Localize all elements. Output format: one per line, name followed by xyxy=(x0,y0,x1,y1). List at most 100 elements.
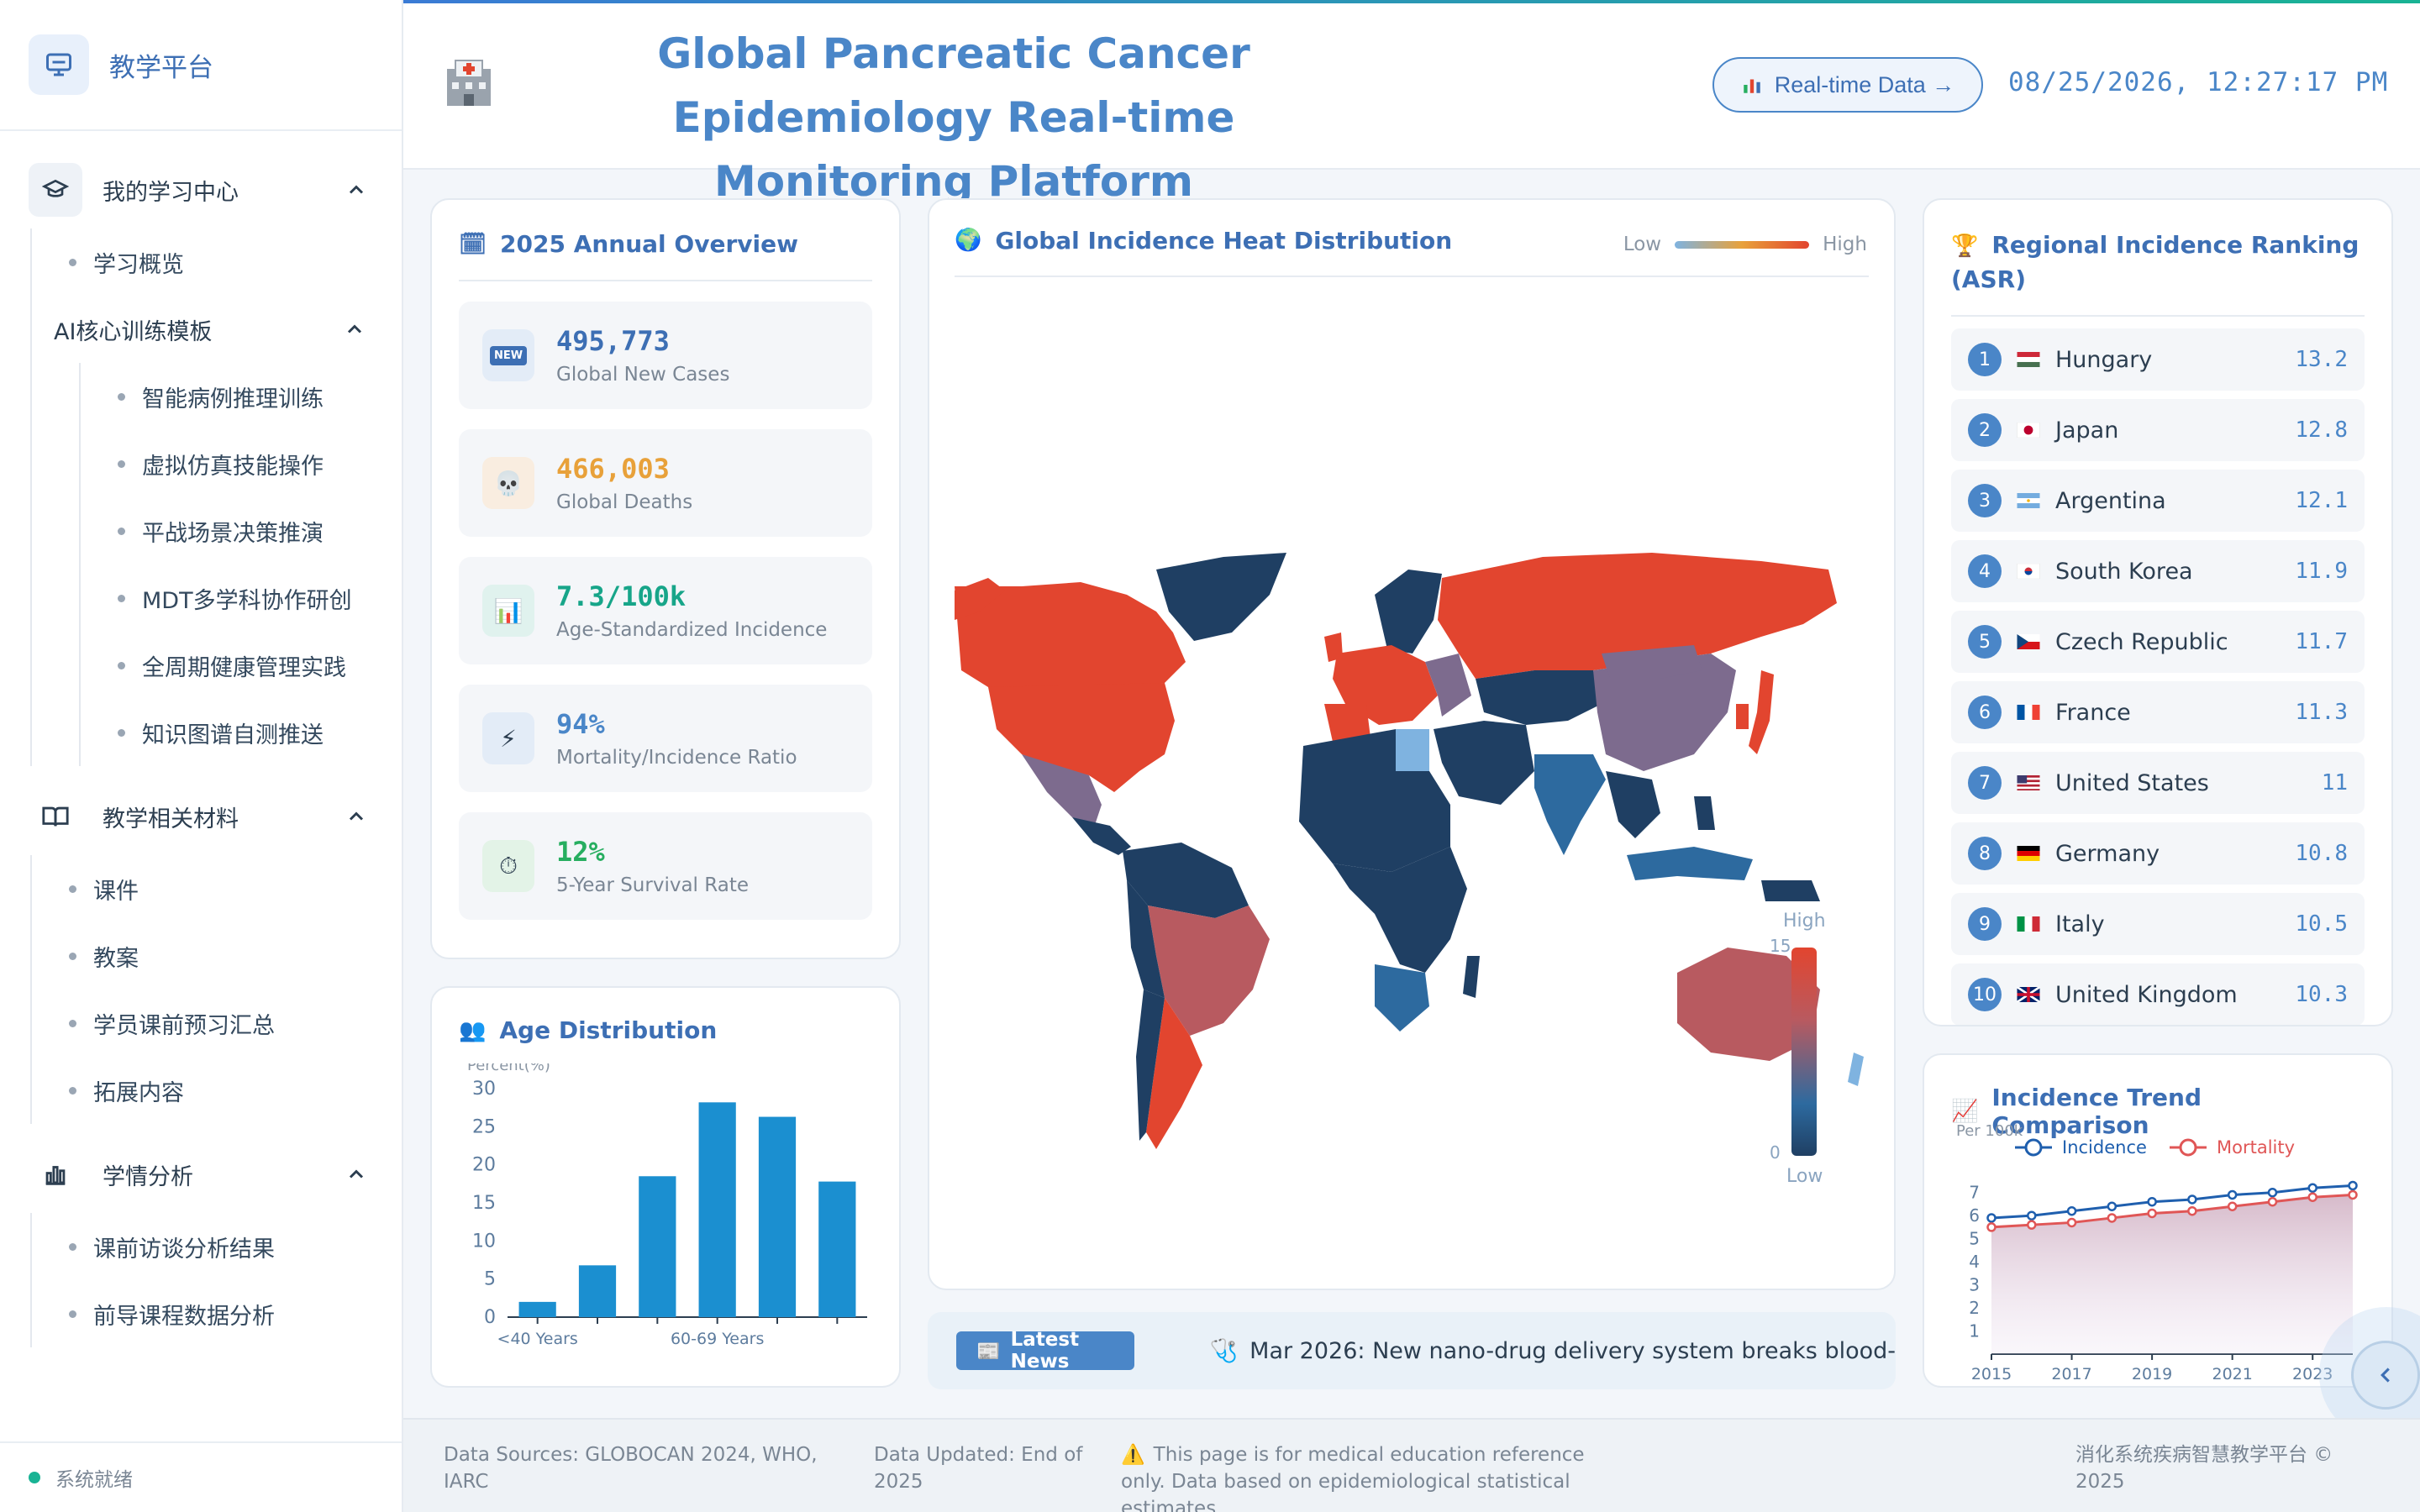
nav-item-course-data-analysis[interactable]: 前导课程数据分析 xyxy=(32,1280,402,1347)
nav-item-label: 教案 xyxy=(93,945,139,972)
data-point xyxy=(2348,1180,2358,1191)
map-region-korea[interactable] xyxy=(1736,704,1749,729)
nav-item-interview-analysis[interactable]: 课前访谈分析结果 xyxy=(32,1213,402,1280)
data-point xyxy=(2267,1196,2278,1207)
ranking-row[interactable]: 1 Hungary 13.2 xyxy=(1951,328,2365,391)
ranking-row[interactable]: 7 United States 11 xyxy=(1951,752,2365,814)
rank-value: 12.1 xyxy=(2295,488,2348,513)
collapse-panel-button[interactable] xyxy=(2351,1341,2420,1410)
x-tick-label: 2017 xyxy=(2051,1365,2091,1383)
map-region-brazil[interactable] xyxy=(1148,906,1270,1036)
nav-group-analysis[interactable]: 学情分析 xyxy=(0,1136,402,1213)
map-region-middle-east[interactable] xyxy=(1434,721,1534,805)
nav-item-lesson-plan[interactable]: 教案 xyxy=(32,922,402,990)
nav-item-case-reasoning[interactable]: 智能病例推理训练 xyxy=(81,363,402,430)
world-map[interactable] xyxy=(955,301,1870,1225)
map-region-usa[interactable] xyxy=(988,683,1175,792)
stat-value: 7.3/100k xyxy=(556,580,687,612)
nav-item-label: 虚拟仿真技能操作 xyxy=(142,453,324,480)
news-headline[interactable]: 🩺 Mar 2026: New nano-drug delivery system… xyxy=(1210,1337,1896,1364)
map-region-eastern-europe[interactable] xyxy=(1425,654,1471,717)
nav-item-learning-overview[interactable]: 学习概览 xyxy=(32,228,402,296)
chevron-up-icon[interactable] xyxy=(345,178,368,202)
map-region-africa-north[interactable] xyxy=(1299,729,1450,872)
map-region-central-asia[interactable] xyxy=(1476,670,1602,725)
nav-item-virtual-simulation[interactable]: 虚拟仿真技能操作 xyxy=(81,430,402,497)
ranking-row[interactable]: 9 Italy 10.5 xyxy=(1951,893,2365,955)
map-region-south-america-north[interactable] xyxy=(1123,843,1249,918)
ranking-row[interactable]: 3 Argentina 12.1 xyxy=(1951,470,2365,532)
card-title: Regional Incidence Ranking (ASR) xyxy=(1951,231,2360,293)
nav-item-extended-content[interactable]: 拓展内容 xyxy=(32,1057,402,1124)
map-region-central-america[interactable] xyxy=(1072,817,1131,855)
map-region-china[interactable] xyxy=(1593,654,1736,771)
map-region-mexico[interactable] xyxy=(1022,754,1102,830)
map-region-egypt[interactable] xyxy=(1396,729,1429,771)
map-region-peru[interactable] xyxy=(1127,880,1165,998)
map-scale-bar[interactable] xyxy=(1791,948,1817,1156)
chart-increasing-icon: 📈 xyxy=(1951,1099,1979,1124)
ranking-row[interactable]: 10 United Kingdom 10.3 xyxy=(1951,963,2365,1025)
map-region-south-africa[interactable] xyxy=(1375,964,1429,1032)
skull-icon: 💀 xyxy=(482,457,534,509)
stat-asr: 📊 7.3/100k Age-Standardized Incidence xyxy=(459,557,872,664)
chevron-up-icon[interactable] xyxy=(345,805,368,828)
realtime-data-button[interactable]: Real-time Data → xyxy=(1712,57,1983,113)
legend-label: Incidence xyxy=(2062,1137,2147,1158)
usa-flag-icon xyxy=(2017,775,2040,790)
map-region-india[interactable] xyxy=(1534,754,1606,855)
news-ticker[interactable]: 📰 Latest News 🩺 Mar 2026: New nano-drug d… xyxy=(928,1312,1896,1389)
italy-flag-icon xyxy=(2017,916,2040,932)
rank-value: 10.5 xyxy=(2295,911,2348,937)
ranking-row[interactable]: 4 South Korea 11.9 xyxy=(1951,540,2365,602)
map-region-russia[interactable] xyxy=(1438,553,1837,679)
book-icon xyxy=(29,790,82,843)
datetime-display: 08/25/2026, 12:27:17 PM xyxy=(2008,67,2389,97)
nav-item-health-management[interactable]: 全周期健康管理实践 xyxy=(81,632,402,699)
map-region-new-zealand[interactable] xyxy=(1848,1053,1864,1086)
chevron-up-icon[interactable] xyxy=(343,318,366,341)
nav-group-title: 我的学习中心 xyxy=(103,179,239,206)
nav-item-label: MDT多学科协作研创 xyxy=(142,587,352,614)
map-region-scandinavia[interactable] xyxy=(1375,570,1442,654)
chevron-up-icon[interactable] xyxy=(345,1163,368,1186)
map-region-canada[interactable] xyxy=(955,582,1186,687)
ranking-list[interactable]: 1 Hungary 13.2 2 Japan 12.8 3 Argentina 12.… xyxy=(1951,328,2365,1025)
brand-title: 教学平台 xyxy=(109,52,213,83)
nav-item-label: 课前访谈分析结果 xyxy=(93,1236,275,1263)
ranking-row[interactable]: 2 Japan 12.8 xyxy=(1951,399,2365,461)
rank-value: 11.3 xyxy=(2295,700,2348,725)
x-tick-label: 2023 xyxy=(2292,1365,2333,1383)
nav-item-preview-summary[interactable]: 学员课前预习汇总 xyxy=(32,990,402,1057)
map-region-africa-central[interactable] xyxy=(1333,847,1467,973)
map-region-chile[interactable] xyxy=(1136,990,1165,1141)
map-region-madagascar[interactable] xyxy=(1463,956,1480,998)
map-region-southeast-asia[interactable] xyxy=(1606,771,1660,838)
nav-item-mdt[interactable]: MDT多学科协作研创 xyxy=(81,564,402,632)
map-region-greenland[interactable] xyxy=(1156,553,1286,641)
brand[interactable]: 教学平台 xyxy=(0,0,402,131)
map-region-uk[interactable] xyxy=(1324,633,1343,662)
ranking-row[interactable]: 6 France 11.3 xyxy=(1951,681,2365,743)
country-name: Hungary xyxy=(2055,346,2153,373)
map-region-australia[interactable] xyxy=(1677,948,1820,1061)
map-region-philippines[interactable] xyxy=(1694,796,1715,830)
nav-item-courseware[interactable]: 课件 xyxy=(32,855,402,922)
nav-item-scenario-decision[interactable]: 平战场景决策推演 xyxy=(81,497,402,564)
nav-item-knowledge-graph[interactable]: 知识图谱自测推送 xyxy=(81,699,402,766)
footer-copyright: 消化系统疾病智慧教学平台 © 2025 xyxy=(2075,1444,2333,1493)
ranking-row[interactable]: 5 Czech Republic 11.7 xyxy=(1951,611,2365,673)
map-region-iberia[interactable] xyxy=(1324,704,1370,742)
map-region-mongolia[interactable] xyxy=(1602,645,1702,679)
rank-value: 11.7 xyxy=(2295,629,2348,654)
map-region-alaska[interactable] xyxy=(955,578,1005,620)
nav-group-materials[interactable]: 教学相关材料 xyxy=(0,778,402,855)
nav-group-learning-center[interactable]: 我的学习中心 xyxy=(0,151,402,228)
map-region-papua[interactable] xyxy=(1761,880,1820,901)
map-region-argentina[interactable] xyxy=(1146,998,1202,1149)
ranking-row[interactable]: 8 Germany 10.8 xyxy=(1951,822,2365,885)
nav-sub-ai-template[interactable]: AI核心训练模板 xyxy=(32,296,402,363)
stat-new-cases: NEW 495,773 Global New Cases xyxy=(459,302,872,409)
map-region-japan[interactable] xyxy=(1749,670,1774,754)
map-region-indonesia[interactable] xyxy=(1627,847,1753,880)
